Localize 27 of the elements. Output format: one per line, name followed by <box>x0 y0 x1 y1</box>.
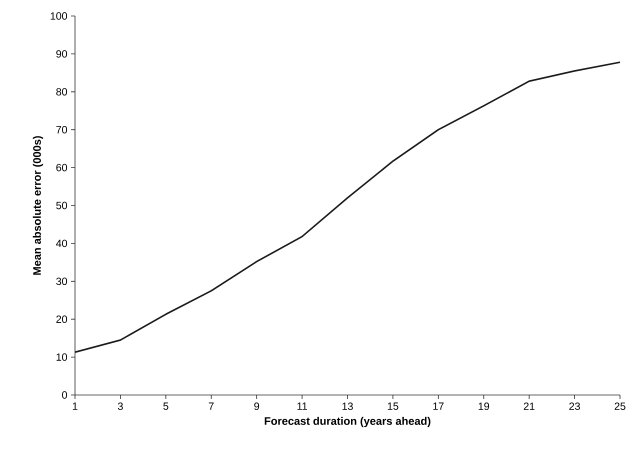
x-tick-label: 1 <box>72 402 78 410</box>
y-tick-label: 70 <box>56 126 68 134</box>
y-tick-label: 100 <box>50 12 68 20</box>
y-tick-label: 10 <box>56 353 68 361</box>
x-tick-label: 9 <box>254 402 260 410</box>
y-tick-label: 30 <box>56 278 68 286</box>
y-tick-label: 40 <box>56 240 68 248</box>
line-series <box>74 61 621 353</box>
y-tick-label: 50 <box>56 202 68 210</box>
y-tick-label: 60 <box>56 164 68 172</box>
x-tick-label: 17 <box>433 402 444 410</box>
x-axis-title: Forecast duration (years ahead) <box>264 416 430 428</box>
x-tick-label: 19 <box>478 402 490 410</box>
y-tick-label: 80 <box>56 88 68 96</box>
x-tick-label: 23 <box>569 402 580 410</box>
x-tick-label: 13 <box>342 402 353 410</box>
x-tick-label: 21 <box>524 402 534 410</box>
x-tick-label: 15 <box>388 402 398 410</box>
y-tick-label: 20 <box>56 315 68 323</box>
x-tick-label: 3 <box>118 402 123 410</box>
x-tick-label: 7 <box>208 402 214 410</box>
x-tick-label: 11 <box>297 402 308 410</box>
y-tick-label: 0 <box>62 391 68 399</box>
x-tick-label: 25 <box>614 402 626 410</box>
y-axis-title: Mean absolute error (000s) <box>32 136 44 275</box>
y-tick-label: 90 <box>56 50 68 58</box>
x-tick-label: 5 <box>163 402 168 410</box>
